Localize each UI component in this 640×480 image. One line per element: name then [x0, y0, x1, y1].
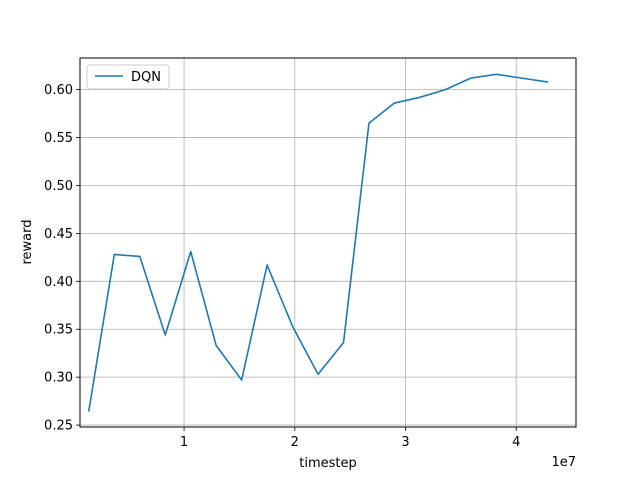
x-axis-label: timestep: [299, 456, 357, 471]
series-layer: [87, 73, 549, 412]
series-line-dqn: [87, 73, 549, 412]
legend-box: [86, 64, 170, 90]
x-tick-label: 3: [401, 435, 409, 450]
legend: DQN: [86, 64, 170, 90]
y-tick-label: 0.50: [44, 179, 73, 194]
y-tick-label: 0.35: [44, 323, 73, 338]
y-tick-label: 0.45: [44, 227, 73, 242]
x-axis-offset-label: 1e7: [551, 455, 576, 470]
y-tick-label: 0.55: [44, 131, 73, 146]
axis-ticks: 1 2 3 4 0.25 0.30 0.35 0.40 0.45 0.50 0.55 0.60: [44, 83, 520, 450]
x-tick-label: 4: [512, 435, 520, 450]
y-tick-label: 0.30: [44, 371, 73, 386]
y-tick-label: 0.40: [44, 275, 73, 290]
x-tick-label: 1: [180, 435, 188, 450]
x-tick-label: 2: [291, 435, 299, 450]
plot-area-frame: [79, 57, 577, 428]
y-tick-label: 0.60: [44, 83, 73, 98]
legend-label-dqn: DQN: [131, 70, 161, 85]
grid-lines: [80, 58, 576, 427]
y-tick-label: 0.25: [44, 419, 73, 434]
y-axis-label: reward: [20, 219, 35, 264]
